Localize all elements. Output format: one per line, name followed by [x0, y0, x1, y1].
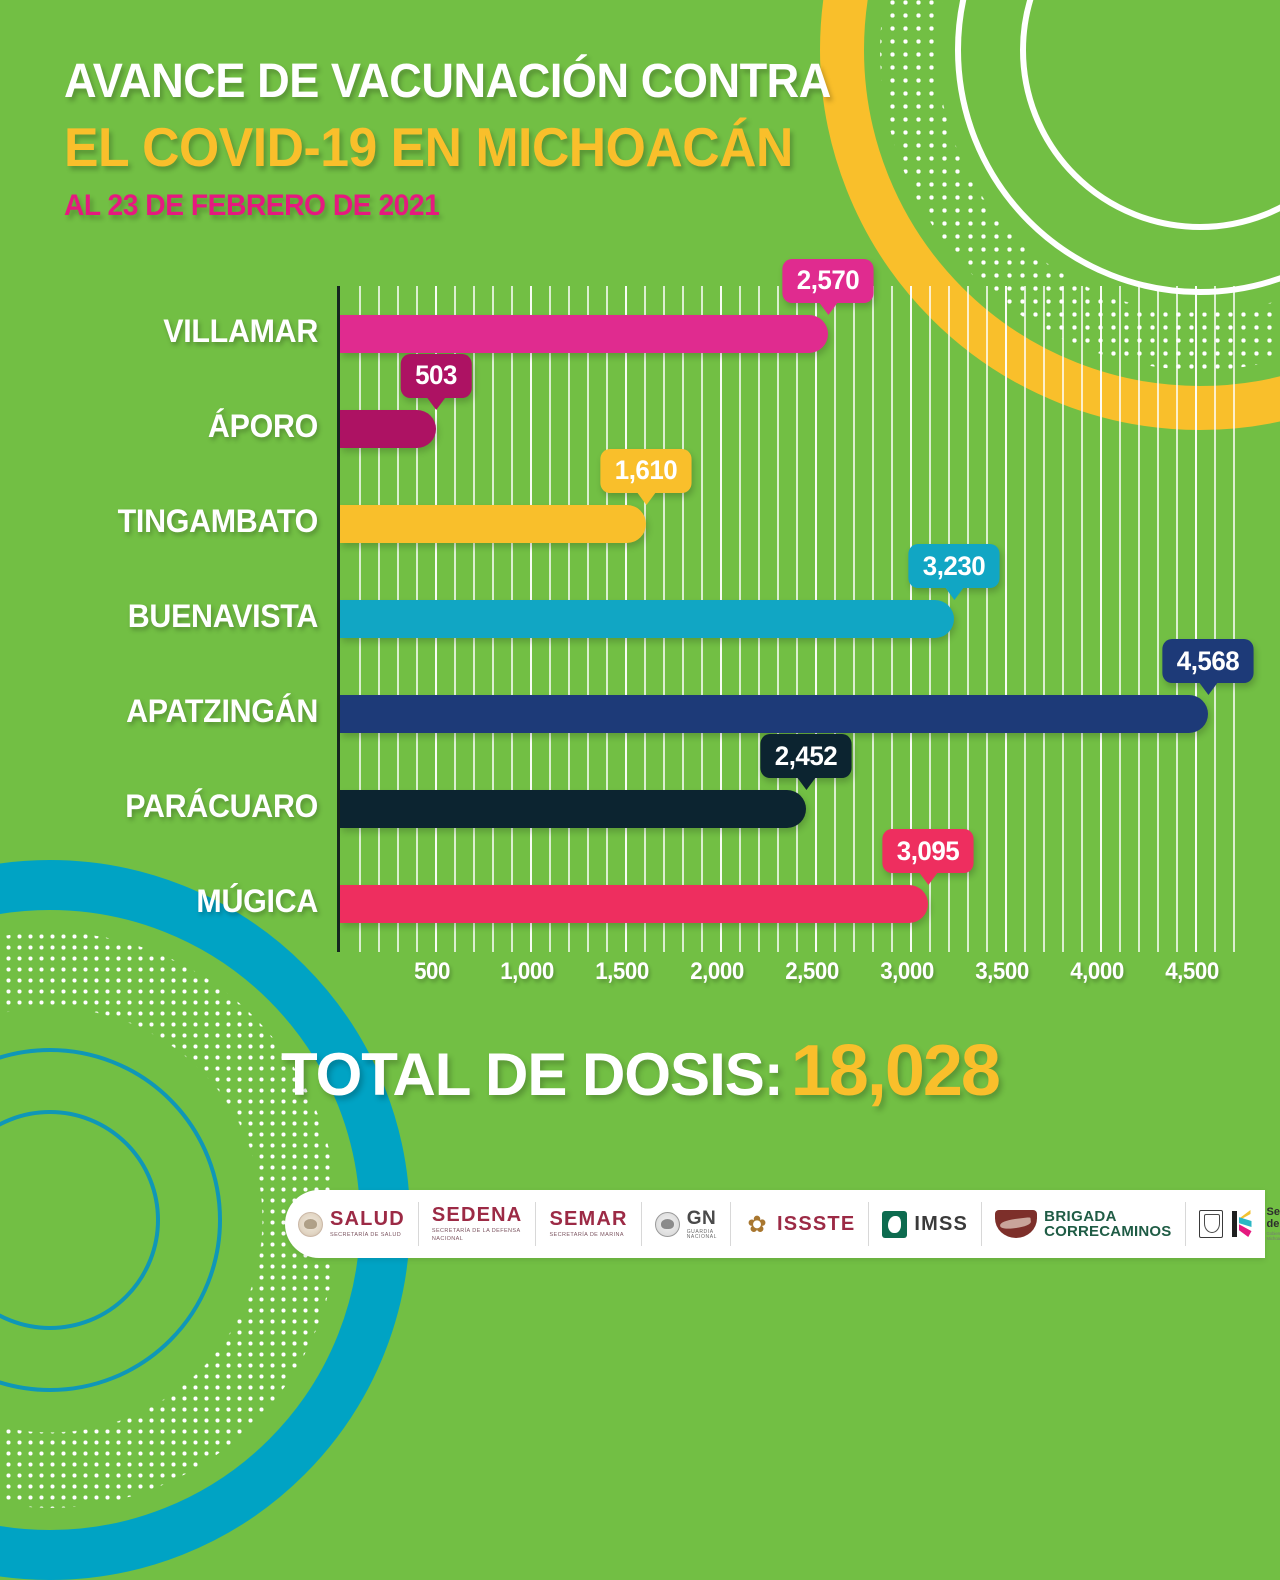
x-axis-ticks: 500 1,000 1,500 2,000 2,500 3,000 3,500 4,000 4,…	[337, 958, 1230, 998]
gridline	[1005, 286, 1007, 952]
total-doses: TOTAL DE DOSIS:18,028	[0, 1030, 1280, 1112]
logo-main-text: ISSSTE	[777, 1214, 855, 1234]
title-line-1: AVANCE DE VACUNACIÓN CONTRA	[64, 58, 966, 106]
logo-imss: IMSS	[868, 1202, 981, 1246]
x-tick-label: 3,500	[975, 958, 1029, 986]
michoacan-shield-icon	[1199, 1210, 1223, 1238]
logo-main-text: Secretaría de Salud	[1267, 1207, 1280, 1230]
mexico-seal-icon	[298, 1212, 323, 1237]
gridline	[1081, 286, 1083, 952]
total-value: 18,028	[791, 1031, 999, 1111]
bar-buenavista	[340, 600, 954, 638]
bar-value-text: 2,452	[775, 741, 837, 772]
bar-value-text: 3,230	[922, 551, 984, 582]
value-callout-áporo: 503	[400, 354, 471, 398]
bar-apatzingán	[340, 695, 1208, 733]
footer-logo-bar: SALUD SECRETARÍA DE SALUD SEDENA SECRETARÍA…	[285, 1190, 1265, 1258]
page-title: AVANCE DE VACUNACIÓN CONTRA EL COVID-19 …	[64, 58, 1024, 221]
value-callout-tingambato: 1,610	[600, 449, 691, 493]
bar-value-text: 2,570	[797, 265, 859, 296]
x-tick-label: 2,000	[690, 958, 744, 986]
logo-sub-text: Gobierno del Estado de Michoacán	[1267, 1232, 1280, 1241]
logo-main-text: SEMAR	[549, 1209, 627, 1229]
x-tick-label: 1,000	[500, 958, 554, 986]
guardia-nacional-icon	[655, 1212, 680, 1237]
michoacan-k-icon	[1230, 1209, 1260, 1239]
vaccination-bar-chart: VILLAMAR ÁPORO TINGAMBATO BUENAVISTA APATZIN…	[0, 286, 1280, 986]
teal-line-ring-inner	[0, 1110, 160, 1330]
logo-main-text: SALUD	[330, 1209, 405, 1229]
bar-value-text: 3,095	[897, 836, 959, 867]
gridline	[1233, 286, 1235, 952]
category-label-tingambato: TINGAMBATO	[16, 503, 318, 540]
gridline	[1100, 286, 1102, 952]
gridline	[1119, 286, 1121, 952]
logo-issste: ISSSTE	[730, 1202, 868, 1246]
title-date: AL 23 DE FEBRERO DE 2021	[64, 191, 966, 221]
value-callout-múgica: 3,095	[882, 829, 973, 873]
gridline	[1214, 286, 1216, 952]
category-labels: VILLAMAR ÁPORO TINGAMBATO BUENAVISTA APATZIN…	[0, 286, 320, 952]
x-tick-label: 4,000	[1070, 958, 1124, 986]
category-label-múgica: MÚGICA	[16, 883, 318, 920]
white-ring-inner	[1020, 0, 1280, 230]
logo-salud: SALUD SECRETARÍA DE SALUD	[285, 1202, 418, 1246]
logo-sub-text: CORRECAMINOS	[1044, 1224, 1171, 1239]
bar-value-text: 1,610	[615, 455, 677, 486]
issste-flower-icon	[744, 1212, 770, 1236]
category-label-áporo: ÁPORO	[16, 408, 318, 445]
gridline	[1157, 286, 1159, 952]
logo-main-text: GN	[687, 1209, 717, 1228]
bar-áporo	[340, 410, 436, 448]
bar-parácuaro	[340, 790, 806, 828]
gridline	[1062, 286, 1064, 952]
category-label-buenavista: BUENAVISTA	[16, 598, 318, 635]
logo-main-text: IMSS	[914, 1214, 968, 1234]
logo-gn: GN GUARDIA NACIONAL	[641, 1202, 730, 1246]
category-label-apatzingán: APATZINGÁN	[16, 693, 318, 730]
x-tick-label: 4,500	[1165, 958, 1219, 986]
imss-icon	[882, 1211, 907, 1238]
gridline	[1195, 286, 1197, 952]
bar-value-text: 4,568	[1177, 646, 1239, 677]
value-callout-buenavista: 3,230	[908, 544, 999, 588]
x-tick-label: 500	[414, 958, 450, 986]
x-tick-label: 1,500	[595, 958, 649, 986]
logo-sub-text: GUARDIA NACIONAL	[687, 1230, 717, 1240]
title-line-2: EL COVID-19 EN MICHOACÁN	[64, 120, 966, 175]
x-tick-label: 2,500	[785, 958, 839, 986]
gridline	[1043, 286, 1045, 952]
logo-semar: SEMAR SECRETARÍA DE MARINA	[535, 1202, 640, 1246]
logo-sedena: SEDENA SECRETARÍA DE LA DEFENSA NACIONAL	[418, 1202, 536, 1246]
bar-value-text: 503	[415, 360, 457, 391]
logo-sub-text: SECRETARÍA DE MARINA	[549, 1232, 627, 1239]
category-label-villamar: VILLAMAR	[16, 313, 318, 350]
bar-villamar	[340, 315, 828, 353]
value-callout-parácuaro: 2,452	[760, 734, 851, 778]
category-label-parácuaro: PARÁCUARO	[16, 788, 318, 825]
gridline	[1024, 286, 1026, 952]
gridline	[986, 286, 988, 952]
logo-sub-text: SECRETARÍA DE SALUD	[330, 1232, 405, 1239]
logo-michoacan: Secretaría de Salud Gobierno del Estado d…	[1185, 1202, 1280, 1246]
gridline	[1138, 286, 1140, 952]
bar-tingambato	[340, 505, 646, 543]
gridline	[1176, 286, 1178, 952]
total-label: TOTAL DE DOSIS:	[281, 1041, 783, 1108]
value-callout-villamar: 2,570	[783, 259, 874, 303]
logo-main-text: SEDENA	[432, 1205, 523, 1225]
x-tick-label: 3,000	[880, 958, 934, 986]
bar-múgica	[340, 885, 928, 923]
logo-main-text: BRIGADA	[1044, 1209, 1171, 1224]
value-callout-apatzingán: 4,568	[1162, 639, 1253, 683]
roadrunner-icon	[995, 1210, 1037, 1238]
logo-sub-text: SECRETARÍA DE LA DEFENSA NACIONAL	[432, 1228, 523, 1242]
